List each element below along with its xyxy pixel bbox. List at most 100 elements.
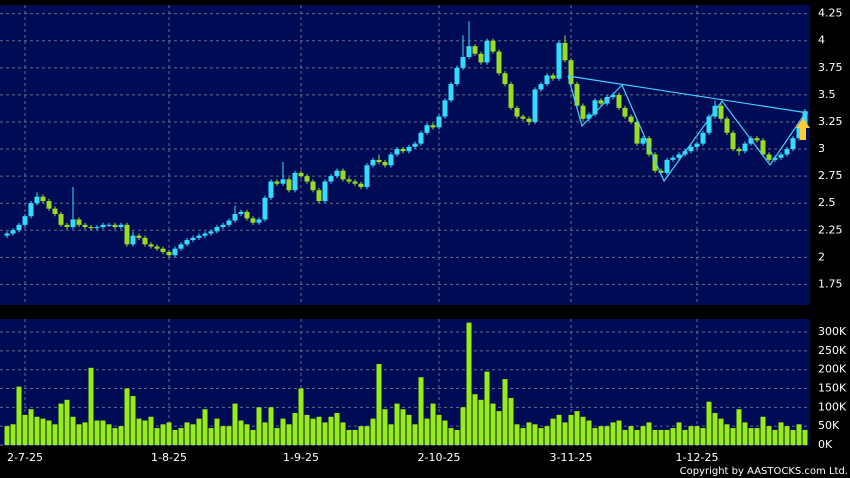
candle-body [496,51,502,74]
volume-bar [70,416,76,445]
candle-body [658,170,664,173]
candle-body [784,149,790,155]
candle-body [292,172,298,191]
volume-bar [802,429,808,445]
volume-bar [214,418,220,445]
candle-body [172,248,178,256]
volume-bar [130,396,136,445]
candle-body [640,138,646,144]
volume-bar [706,401,712,445]
volume-bar [628,426,634,445]
volume-bar [616,420,622,445]
volume-bar [4,426,10,445]
volume-bar [268,407,274,445]
volume-bar [622,429,628,445]
x-tick-label: 1-9-25 [283,451,319,464]
candle-body [514,107,520,117]
candle-body [664,159,670,173]
volume-bar [634,429,640,445]
candle-body [562,42,568,61]
candle-body [298,172,304,177]
candle-body [178,244,184,249]
volume-bar [112,428,118,445]
trend-line [567,75,809,114]
volume-bar [688,426,694,445]
candle-body [100,224,106,228]
volume-bar [694,426,700,445]
candle-body [160,248,166,252]
volume-bar [742,422,748,445]
candle-body [544,75,550,85]
candle-body [304,176,310,182]
volume-bar [208,428,214,445]
candle-body [10,230,16,234]
candle-body [718,105,724,119]
volume-bar [124,388,130,445]
candle-body [652,154,658,171]
y-tick-label: 3.25 [818,115,843,128]
candle-body [352,181,358,184]
volume-bar [460,407,466,445]
arrow-icon [796,118,810,140]
candle-body [28,203,34,217]
volume-bar [358,426,364,445]
volume-tick-label: 150K [818,382,847,395]
volume-bar [712,412,718,445]
volume-bar [586,420,592,445]
volume-bar [316,416,322,445]
volume-bar [730,428,736,445]
volume-bar [190,424,196,445]
candle-body [244,211,250,219]
volume-bar [106,424,112,445]
volume-bar [748,428,754,445]
volume-bar [46,420,52,445]
volume-bar [472,394,478,445]
candle-body [490,40,496,52]
volume-bar [724,424,730,445]
volume-bar [772,429,778,445]
candle-body [796,127,802,139]
volume-tick-label: 200K [818,363,847,376]
candle-body [34,196,40,204]
y-tick-label: 3 [818,142,825,155]
candle-body [436,116,442,128]
volume-bar [424,418,430,445]
candle-body [592,100,598,115]
volume-bar [766,426,772,445]
candle-body [118,224,124,228]
candle-body [610,94,616,98]
volume-bar [16,386,22,445]
volume-bar [256,407,262,445]
volume-bar [658,429,664,445]
volume-bar [160,424,166,445]
candle-body [268,181,274,198]
candle-body [412,143,418,147]
candle-body [388,154,394,166]
volume-bar [100,420,106,445]
volume-bar [64,399,70,445]
volume-bar [682,429,688,445]
candle-body [574,84,580,106]
y-tick-label: 2.25 [818,223,843,236]
volume-bar [394,403,400,445]
volume-bar [436,414,442,445]
candle-body [316,190,322,202]
volume-bar [58,403,64,445]
volume-bar [280,418,286,445]
candle-body [406,146,412,152]
candle-body [616,94,622,108]
y-tick-label: 3.5 [818,88,836,101]
candle-body [334,170,340,177]
candle-body [778,154,784,158]
candle-body [532,89,538,122]
volume-bar [250,429,256,445]
candle-body [220,224,226,228]
volume-bar [538,428,544,445]
candle-body [184,240,190,245]
volume-bar [28,409,34,445]
candle-body [274,181,280,184]
volume-bar [760,416,766,445]
candle-body [376,159,382,163]
candle-body [400,149,406,152]
